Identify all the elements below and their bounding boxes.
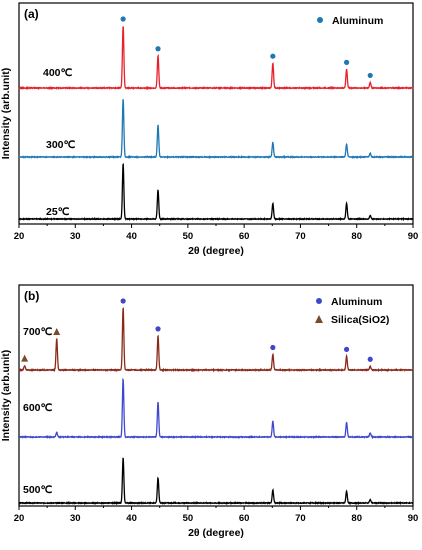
x-tick-label: 20 bbox=[14, 513, 25, 524]
peak-marker-aluminum bbox=[120, 298, 126, 304]
x-axis-title: 2θ (degree) bbox=[188, 245, 244, 257]
x-tick-label: 70 bbox=[295, 513, 306, 524]
x-tick-label: 50 bbox=[183, 513, 194, 524]
series-label-2: 700℃ bbox=[23, 326, 53, 338]
x-tick-label: 80 bbox=[351, 513, 362, 524]
peak-marker-aluminum bbox=[120, 16, 126, 22]
peak-marker-aluminum bbox=[343, 346, 350, 352]
x-tick-label: 70 bbox=[295, 231, 306, 242]
xrd-panel-a: 20 30 40 50 60 70 80 90 2θ (degree) Intensity (ar… bbox=[0, 2, 419, 257]
peak-marker-silica bbox=[21, 354, 29, 362]
series-line-1 bbox=[18, 99, 414, 160]
series-label-1: 600℃ bbox=[23, 402, 53, 414]
peak-marker-aluminum bbox=[367, 356, 373, 362]
x-tick-label: 60 bbox=[239, 513, 250, 524]
x-tick-label: 20 bbox=[14, 231, 25, 242]
series-line-0 bbox=[18, 457, 414, 506]
series-line-1 bbox=[18, 377, 414, 440]
peak-marker-aluminum bbox=[270, 53, 276, 59]
x-tick-label: 60 bbox=[239, 231, 250, 242]
peak-marker-aluminum bbox=[270, 344, 276, 351]
legend-label-0: Aluminum bbox=[332, 15, 383, 27]
series-label-0: 500℃ bbox=[23, 484, 53, 496]
peak-marker-aluminum bbox=[155, 326, 161, 332]
y-axis-title: Intensity (arb.unit) bbox=[0, 350, 12, 442]
legend-label-0: Aluminum bbox=[331, 296, 382, 308]
x-tick-label: 30 bbox=[70, 231, 81, 242]
legend-label-1: Silica(SiO2) bbox=[331, 314, 389, 326]
legend-aluminum-icon bbox=[317, 17, 323, 23]
x-tick-label: 40 bbox=[126, 513, 137, 524]
series-line-2 bbox=[18, 26, 414, 91]
series-line-2 bbox=[18, 307, 414, 373]
series-label-2: 400℃ bbox=[43, 67, 73, 79]
peak-marker-silica bbox=[53, 328, 61, 335]
x-tick-label: 50 bbox=[183, 231, 194, 242]
xrd-panel-b: 20 30 40 50 60 70 80 90 2θ (degree) Intensity (ar… bbox=[0, 284, 419, 539]
peak-marker-aluminum bbox=[343, 59, 350, 65]
series-label-1: 300℃ bbox=[46, 139, 76, 151]
y-axis-title: Intensity (arb.unit) bbox=[0, 68, 12, 160]
x-tick-label: 40 bbox=[126, 231, 137, 242]
x-tick-label: 90 bbox=[408, 513, 419, 524]
x-tick-label: 30 bbox=[70, 513, 81, 524]
x-tick-label: 80 bbox=[351, 231, 362, 242]
peak-marker-aluminum bbox=[155, 46, 161, 52]
x-tick-label: 90 bbox=[408, 231, 419, 242]
peak-marker-aluminum bbox=[367, 72, 373, 79]
panel-label: (b) bbox=[24, 289, 39, 303]
legend-silica-icon bbox=[315, 315, 323, 323]
legend-aluminum-icon bbox=[316, 298, 322, 304]
panel-label: (a) bbox=[24, 7, 39, 21]
x-axis-title: 2θ (degree) bbox=[188, 527, 244, 539]
plot-frame bbox=[18, 2, 414, 225]
series-label-0: 25℃ bbox=[46, 206, 70, 218]
series-line-0 bbox=[18, 163, 414, 222]
